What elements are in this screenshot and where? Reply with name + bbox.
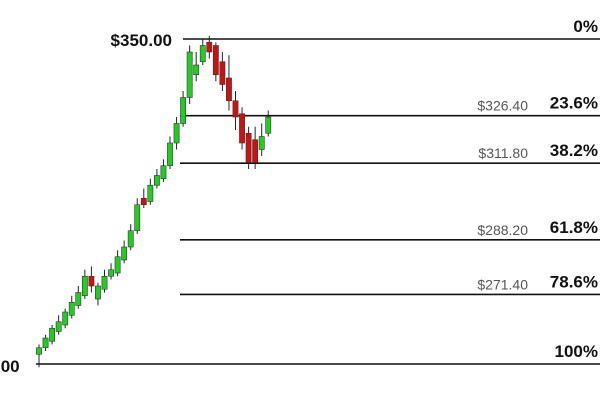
fib-level-price: $288.20 bbox=[477, 222, 528, 238]
bullish-candle bbox=[114, 256, 121, 274]
fib-level-percent: 0% bbox=[573, 17, 598, 36]
bullish-candle bbox=[108, 269, 114, 277]
bearish-candle bbox=[219, 61, 226, 85]
bullish-candle bbox=[49, 327, 55, 342]
bullish-candle bbox=[95, 285, 101, 300]
bullish-candle bbox=[68, 301, 75, 316]
bearish-candle bbox=[239, 113, 245, 144]
bullish-candle bbox=[265, 116, 272, 134]
bullish-candle bbox=[154, 175, 160, 186]
fib-level-percent: 100% bbox=[555, 342, 598, 361]
fib-level-percent: 23.6% bbox=[550, 94, 598, 113]
bullish-candle bbox=[55, 321, 62, 332]
bearish-candle bbox=[226, 77, 232, 102]
candles bbox=[36, 35, 272, 368]
fib-level-percent: 78.6% bbox=[550, 272, 598, 291]
bearish-candle bbox=[212, 45, 219, 76]
low-price-label: .00 bbox=[0, 357, 20, 376]
fib-level-percent: 38.2% bbox=[550, 141, 598, 160]
high-price-label: $350.00 bbox=[111, 31, 172, 50]
bullish-candle bbox=[127, 230, 134, 248]
bearish-candle bbox=[252, 139, 259, 163]
fib-level-price: $326.40 bbox=[477, 98, 528, 114]
fib-levels: 0% 23.6% $326.40 38.2% $311.80 61.8% $288.20 78… bbox=[36, 17, 600, 365]
bearish-candle bbox=[206, 41, 213, 53]
bullish-candle bbox=[36, 347, 42, 355]
bullish-candle bbox=[81, 275, 88, 297]
bullish-candle bbox=[42, 337, 49, 349]
bullish-candle bbox=[180, 97, 186, 124]
bullish-candle bbox=[193, 64, 200, 76]
bullish-candle bbox=[62, 311, 69, 326]
fib-level-price: $311.80 bbox=[478, 145, 528, 161]
bullish-candle bbox=[173, 123, 180, 144]
bullish-candle bbox=[101, 275, 108, 290]
fib-level-percent: 61.8% bbox=[550, 218, 598, 237]
bullish-candle bbox=[186, 51, 193, 98]
bearish-candle bbox=[140, 197, 147, 206]
bearish-candle bbox=[232, 100, 239, 118]
bullish-candle bbox=[147, 184, 154, 202]
bullish-candle bbox=[160, 165, 167, 180]
bearish-candle bbox=[245, 132, 252, 163]
bullish-candle bbox=[134, 204, 141, 232]
bullish-candle bbox=[121, 246, 128, 261]
bullish-candle bbox=[199, 45, 206, 63]
bullish-candle bbox=[75, 292, 82, 306]
bullish-candle bbox=[258, 136, 265, 150]
fib-level-price: $271.40 bbox=[477, 276, 528, 292]
bullish-candle bbox=[167, 142, 173, 167]
bearish-candle bbox=[88, 275, 95, 287]
